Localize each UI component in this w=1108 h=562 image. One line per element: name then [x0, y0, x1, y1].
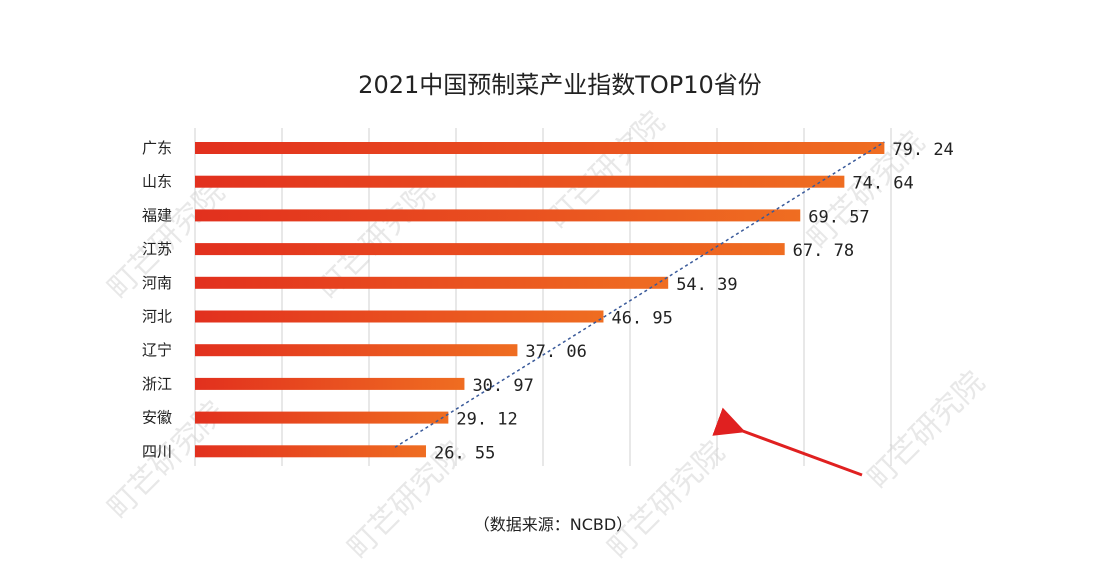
bar	[195, 276, 669, 289]
value-label: 54. 39	[676, 275, 737, 295]
category-label: 河南	[142, 274, 172, 292]
value-label: 79. 24	[892, 140, 953, 160]
bar	[195, 142, 885, 154]
watermark-text: 町芒研究院	[601, 435, 732, 562]
watermark-text: 町芒研究院	[861, 365, 992, 496]
value-label: 29. 12	[456, 410, 517, 430]
bar	[195, 310, 604, 323]
category-label: 浙江	[142, 375, 172, 393]
value-label: 74. 64	[852, 174, 913, 194]
annotation-arrow	[712, 407, 863, 477]
source-note: （数据来源：NCBD）	[474, 515, 632, 534]
chart-title: 2021中国预制菜产业指数TOP10省份	[358, 71, 762, 99]
bar	[195, 377, 465, 390]
category-label: 河北	[142, 308, 172, 326]
bar	[195, 243, 785, 256]
category-label: 广东	[142, 139, 172, 157]
bar	[195, 209, 801, 222]
bar	[195, 344, 518, 357]
bars	[195, 142, 885, 458]
bar	[195, 175, 845, 188]
category-label: 福建	[142, 206, 172, 224]
value-label: 67. 78	[793, 241, 854, 261]
category-label: 安徽	[142, 409, 172, 427]
bar	[195, 445, 426, 458]
value-label: 46. 95	[611, 309, 672, 329]
value-label: 69. 57	[808, 207, 869, 227]
trendline	[394, 141, 885, 448]
bar	[195, 411, 449, 424]
category-label: 山东	[142, 173, 172, 191]
category-label: 江苏	[142, 240, 172, 258]
category-label: 四川	[142, 442, 172, 460]
value-label: 26. 55	[434, 443, 495, 463]
category-label: 辽宁	[142, 341, 172, 359]
value-label: 30. 97	[472, 376, 533, 396]
value-label: 37. 06	[525, 342, 586, 362]
